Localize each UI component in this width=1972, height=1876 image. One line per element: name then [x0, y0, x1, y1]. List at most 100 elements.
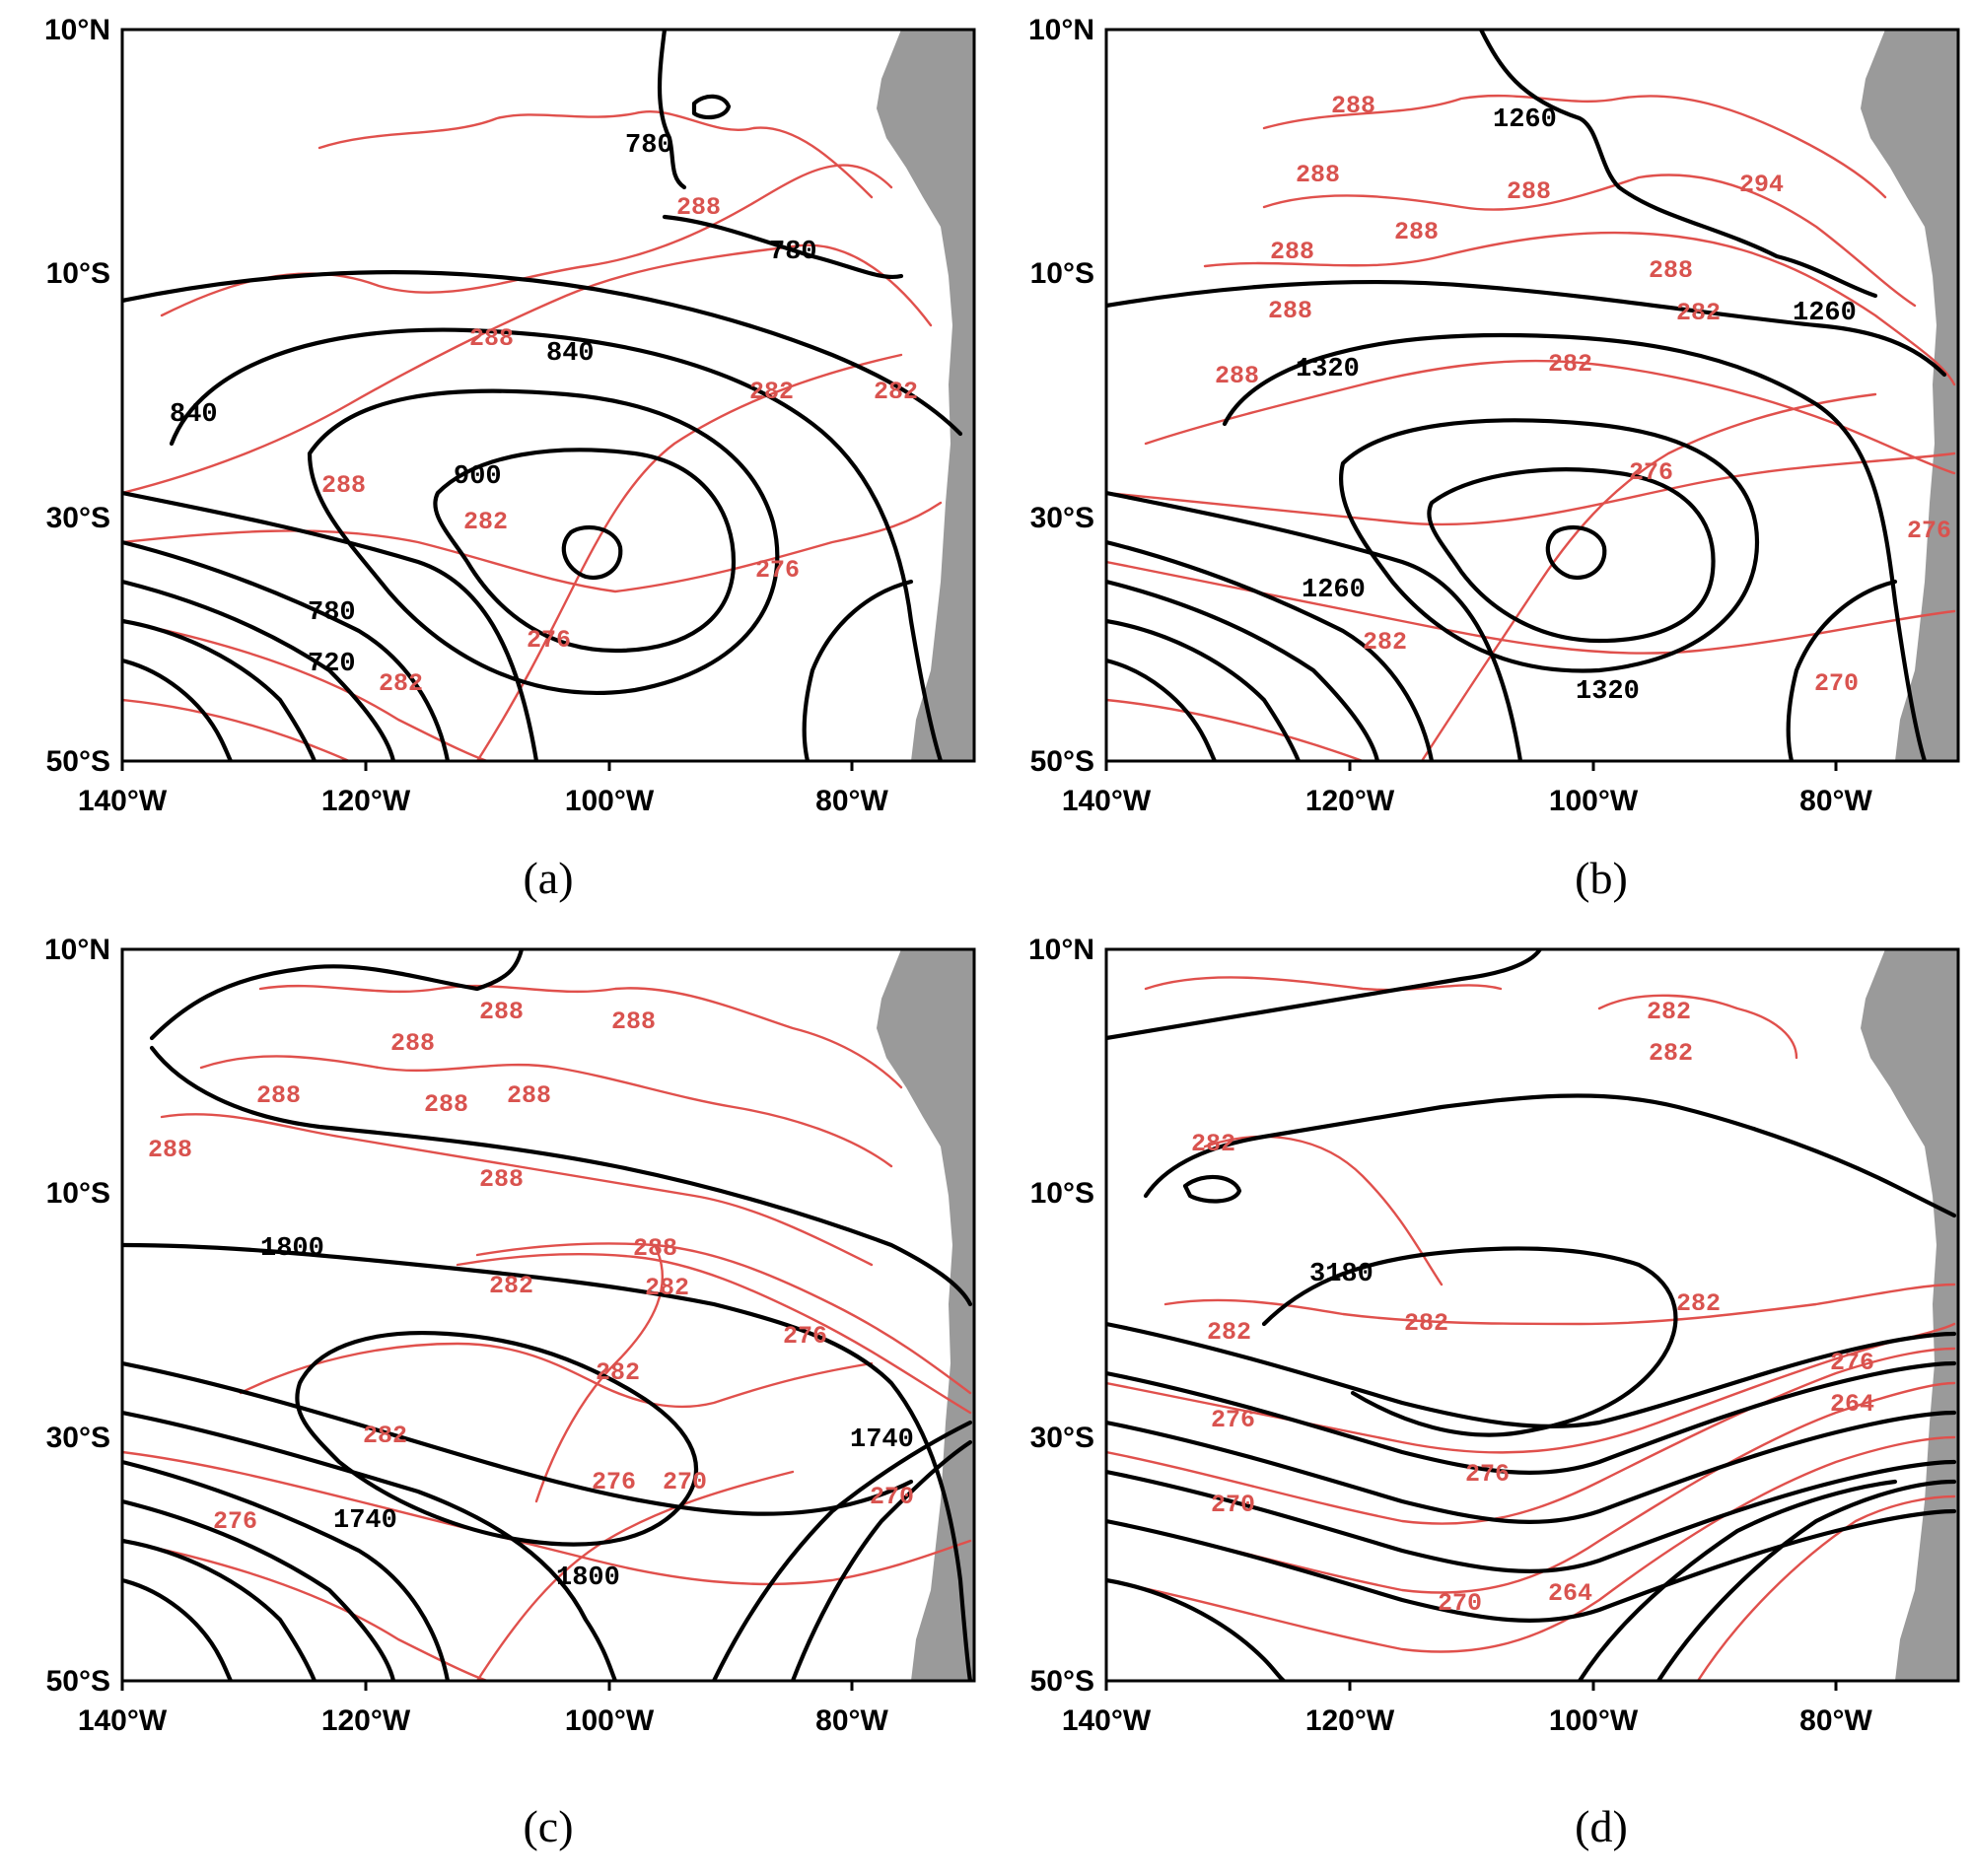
contour-label: 294: [1739, 171, 1784, 199]
contour-label: 288: [1507, 177, 1551, 206]
black-contour: [1106, 279, 1947, 378]
contour-label: 840: [170, 400, 218, 430]
red-contour: [239, 1342, 874, 1409]
contour-label: 288: [1331, 92, 1375, 120]
y-tick-label: 10°S: [46, 257, 110, 290]
contour-label: 288: [256, 1081, 301, 1110]
contour-label: 288: [469, 324, 514, 353]
contour-label: 780: [769, 238, 817, 267]
red-contour: [475, 1242, 972, 1395]
red-contour: [1597, 994, 1798, 1060]
black-contour: [307, 388, 780, 695]
y-tick-label: 10°N: [44, 934, 110, 966]
black-contour: [561, 524, 623, 581]
red-contour: [1144, 359, 1956, 475]
panel-caption: (b): [1575, 853, 1628, 903]
contour-label: 288: [1270, 238, 1314, 266]
contour-label: 282: [1548, 350, 1592, 379]
red-contour: [199, 1055, 893, 1168]
red-contour: [1106, 698, 1365, 761]
contour-label: 288: [1296, 161, 1340, 189]
land-south-america: [1861, 30, 1958, 761]
map-d: 3180 282 282 282 282 282 282 276 264 276…: [1106, 949, 1958, 1681]
contour-label: 270: [1438, 1589, 1482, 1618]
red-contour: [122, 1450, 972, 1586]
contour-label: 1740: [850, 1425, 914, 1455]
panel-c: 1800 1740 1740 1800 288 288 288 288 288 …: [44, 934, 976, 1851]
x-tick-label: 80°W: [1799, 785, 1872, 817]
contour-label: 780: [308, 598, 356, 628]
contour-label: 288: [1268, 297, 1312, 325]
red-contour: [1106, 452, 1956, 526]
x-tick-label: 120°W: [1305, 1704, 1395, 1737]
black-contour: [662, 214, 904, 280]
contour-label: 288: [1215, 362, 1259, 390]
black-contour: [122, 1498, 396, 1681]
black-contour: [122, 1242, 973, 1681]
black-contour: [1106, 579, 1380, 761]
black-contour: [122, 1538, 317, 1681]
contour-label: 282: [596, 1358, 640, 1387]
contour-label: 282: [1191, 1130, 1235, 1158]
contour-label: 282: [1363, 628, 1407, 657]
y-tick-label: 10°N: [44, 14, 110, 46]
black-contour: [122, 490, 539, 761]
contour-label: 276: [783, 1322, 827, 1351]
contour-label: 276: [1211, 1406, 1255, 1434]
black-contour: [122, 1410, 618, 1681]
black-contour: [122, 1360, 914, 1516]
y-tick-label: 10°S: [1030, 1177, 1094, 1210]
red-contour: [317, 110, 874, 199]
contour-label: 282: [363, 1422, 407, 1450]
black-contour: [1106, 1360, 1957, 1475]
contour-label: 282: [379, 669, 423, 698]
map-frame: [120, 947, 976, 1683]
contour-label: 720: [308, 650, 356, 679]
contour-label: 288: [148, 1136, 192, 1164]
contour-label: 288: [1649, 256, 1693, 285]
x-tick-label: 100°W: [565, 785, 655, 817]
contour-label: 288: [1394, 218, 1439, 246]
black-contour: [169, 327, 944, 761]
y-tick-label: 10°N: [1028, 934, 1094, 966]
contour-label: 264: [1830, 1390, 1874, 1419]
black-contour: [1106, 658, 1218, 761]
contour-label: 276: [592, 1468, 636, 1496]
x-tick-label: 100°W: [1549, 1704, 1639, 1737]
contour-label: 270: [1211, 1491, 1255, 1519]
x-tick-label: 140°W: [78, 1704, 168, 1737]
contour-label: 900: [454, 462, 502, 492]
y-tick-label: 50°S: [46, 745, 110, 778]
y-tick-label: 50°S: [1030, 745, 1094, 778]
x-tick-label: 120°W: [321, 785, 411, 817]
black-contour: [1106, 1459, 1957, 1573]
y-tick-label: 30°S: [46, 502, 110, 534]
red-contour: [534, 1243, 664, 1503]
contour-label: 276: [527, 626, 571, 655]
black-contour: [1106, 618, 1302, 761]
black-contour: [1106, 1321, 1957, 1429]
y-tick-label: 30°S: [1030, 502, 1094, 534]
contour-label: 1740: [333, 1506, 397, 1536]
contour-label: 264: [1548, 1579, 1592, 1608]
map-a: 780 780 840 840 900 780 720 288 288 282 …: [122, 30, 974, 761]
contour-label: 282: [489, 1272, 533, 1300]
red-contour: [475, 1470, 795, 1681]
red-contour: [1696, 1494, 1956, 1681]
black-contour: [1106, 1577, 1287, 1681]
black-contour: [122, 618, 317, 761]
black-contour: [1339, 418, 1760, 673]
y-tick-label: 30°S: [1030, 1422, 1094, 1454]
contour-label: 288: [507, 1081, 551, 1110]
map-frame: [1104, 947, 1960, 1683]
black-contour: [122, 579, 396, 761]
map-c: 1800 1740 1740 1800 288 288 288 288 288 …: [122, 949, 974, 1681]
contour-label: 840: [546, 339, 595, 369]
black-contour: [122, 658, 234, 761]
contour-label: 282: [1207, 1318, 1251, 1347]
y-tick-label: 50°S: [46, 1665, 110, 1698]
contour-label: 1800: [260, 1234, 324, 1264]
black-contour: [1655, 1479, 1957, 1681]
black-contour: [1106, 490, 1523, 761]
x-tick-label: 100°W: [565, 1704, 655, 1737]
